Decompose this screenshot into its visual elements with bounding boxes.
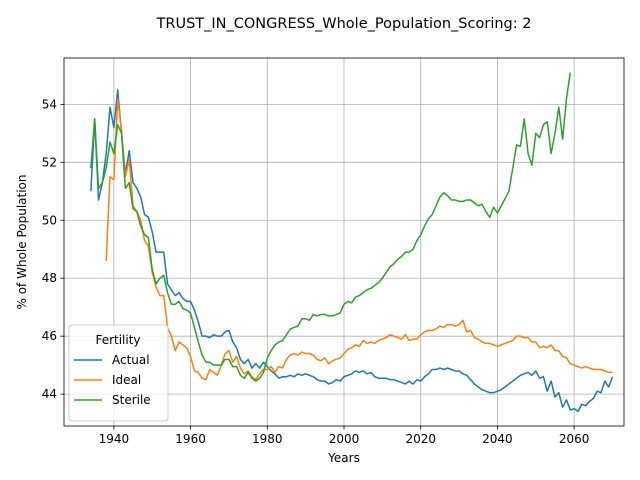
x-tick-label: 2000 (329, 432, 360, 446)
x-axis-label: Years (327, 451, 360, 465)
legend-label-sterile: Sterile (112, 393, 151, 407)
y-axis-ticks: 44 46 48 50 52 54 (42, 97, 64, 401)
series-lines (90, 72, 614, 413)
legend-title: Fertility (95, 333, 140, 347)
y-tick-label: 48 (42, 271, 57, 285)
y-tick-label: 52 (42, 155, 57, 169)
legend-label-actual: Actual (112, 353, 150, 367)
x-tick-label: 1960 (175, 432, 206, 446)
chart-title: TRUST_IN_CONGRESS_Whole_Population_Scori… (156, 16, 532, 32)
y-tick-label: 44 (42, 387, 57, 401)
legend-box (68, 324, 169, 422)
y-tick-label: 50 (42, 213, 57, 227)
x-tick-label: 1980 (252, 432, 283, 446)
x-tick-label: 2020 (405, 432, 436, 446)
x-axis-ticks: 1940 1960 1980 2000 2020 2040 2060 (99, 426, 590, 446)
series-line-sterile (90, 72, 572, 382)
series-line-actual (90, 89, 614, 413)
x-tick-label: 2040 (482, 432, 513, 446)
legend: Fertility Actual Ideal Sterile (68, 324, 169, 422)
y-tick-label: 54 (42, 97, 57, 111)
y-tick-label: 46 (42, 329, 57, 343)
x-tick-label: 1940 (99, 432, 130, 446)
series-line-ideal (105, 97, 613, 381)
y-axis-label: % of Whole Population (15, 175, 29, 310)
x-tick-label: 2060 (559, 432, 590, 446)
legend-items: Actual Ideal Sterile (74, 353, 151, 407)
legend-label-ideal: Ideal (112, 373, 141, 387)
